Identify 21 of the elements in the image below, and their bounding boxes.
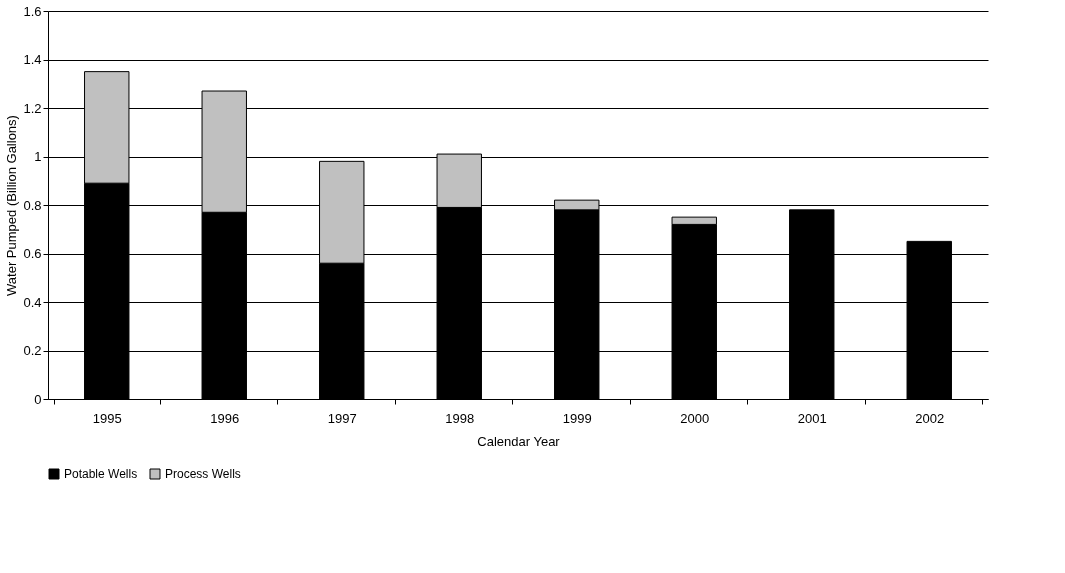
x-tick-label: 2000 bbox=[680, 410, 710, 426]
x-tick-label: 2002 bbox=[915, 410, 945, 426]
y-tick-label: 0.2 bbox=[23, 343, 42, 358]
x-tick-label: 1995 bbox=[92, 410, 122, 426]
y-axis-title: Water Pumped (Billion Gallons) bbox=[4, 115, 20, 296]
y-tick-label: 1.6 bbox=[23, 3, 42, 19]
legend-label: Process Wells bbox=[165, 467, 241, 481]
y-tick-label: 1 bbox=[34, 149, 42, 164]
y-tick-label: 1.4 bbox=[23, 52, 42, 67]
y-tick-label: 0.8 bbox=[23, 197, 42, 213]
x-tick-label: 1996 bbox=[210, 410, 240, 426]
legend-label: Potable Wells bbox=[64, 467, 138, 481]
x-tick-label: 1997 bbox=[327, 410, 357, 426]
y-tick-label: 1.2 bbox=[23, 100, 42, 116]
x-tick-label: 1999 bbox=[562, 410, 592, 426]
x-tick-label: 1998 bbox=[445, 410, 475, 426]
y-tick-label: 0.4 bbox=[23, 294, 42, 310]
y-tick-label: 0 bbox=[34, 391, 42, 407]
x-tick-label: 2001 bbox=[797, 410, 827, 426]
y-tick-label: 0.6 bbox=[23, 246, 42, 261]
x-axis-title: Calendar Year bbox=[477, 433, 561, 449]
